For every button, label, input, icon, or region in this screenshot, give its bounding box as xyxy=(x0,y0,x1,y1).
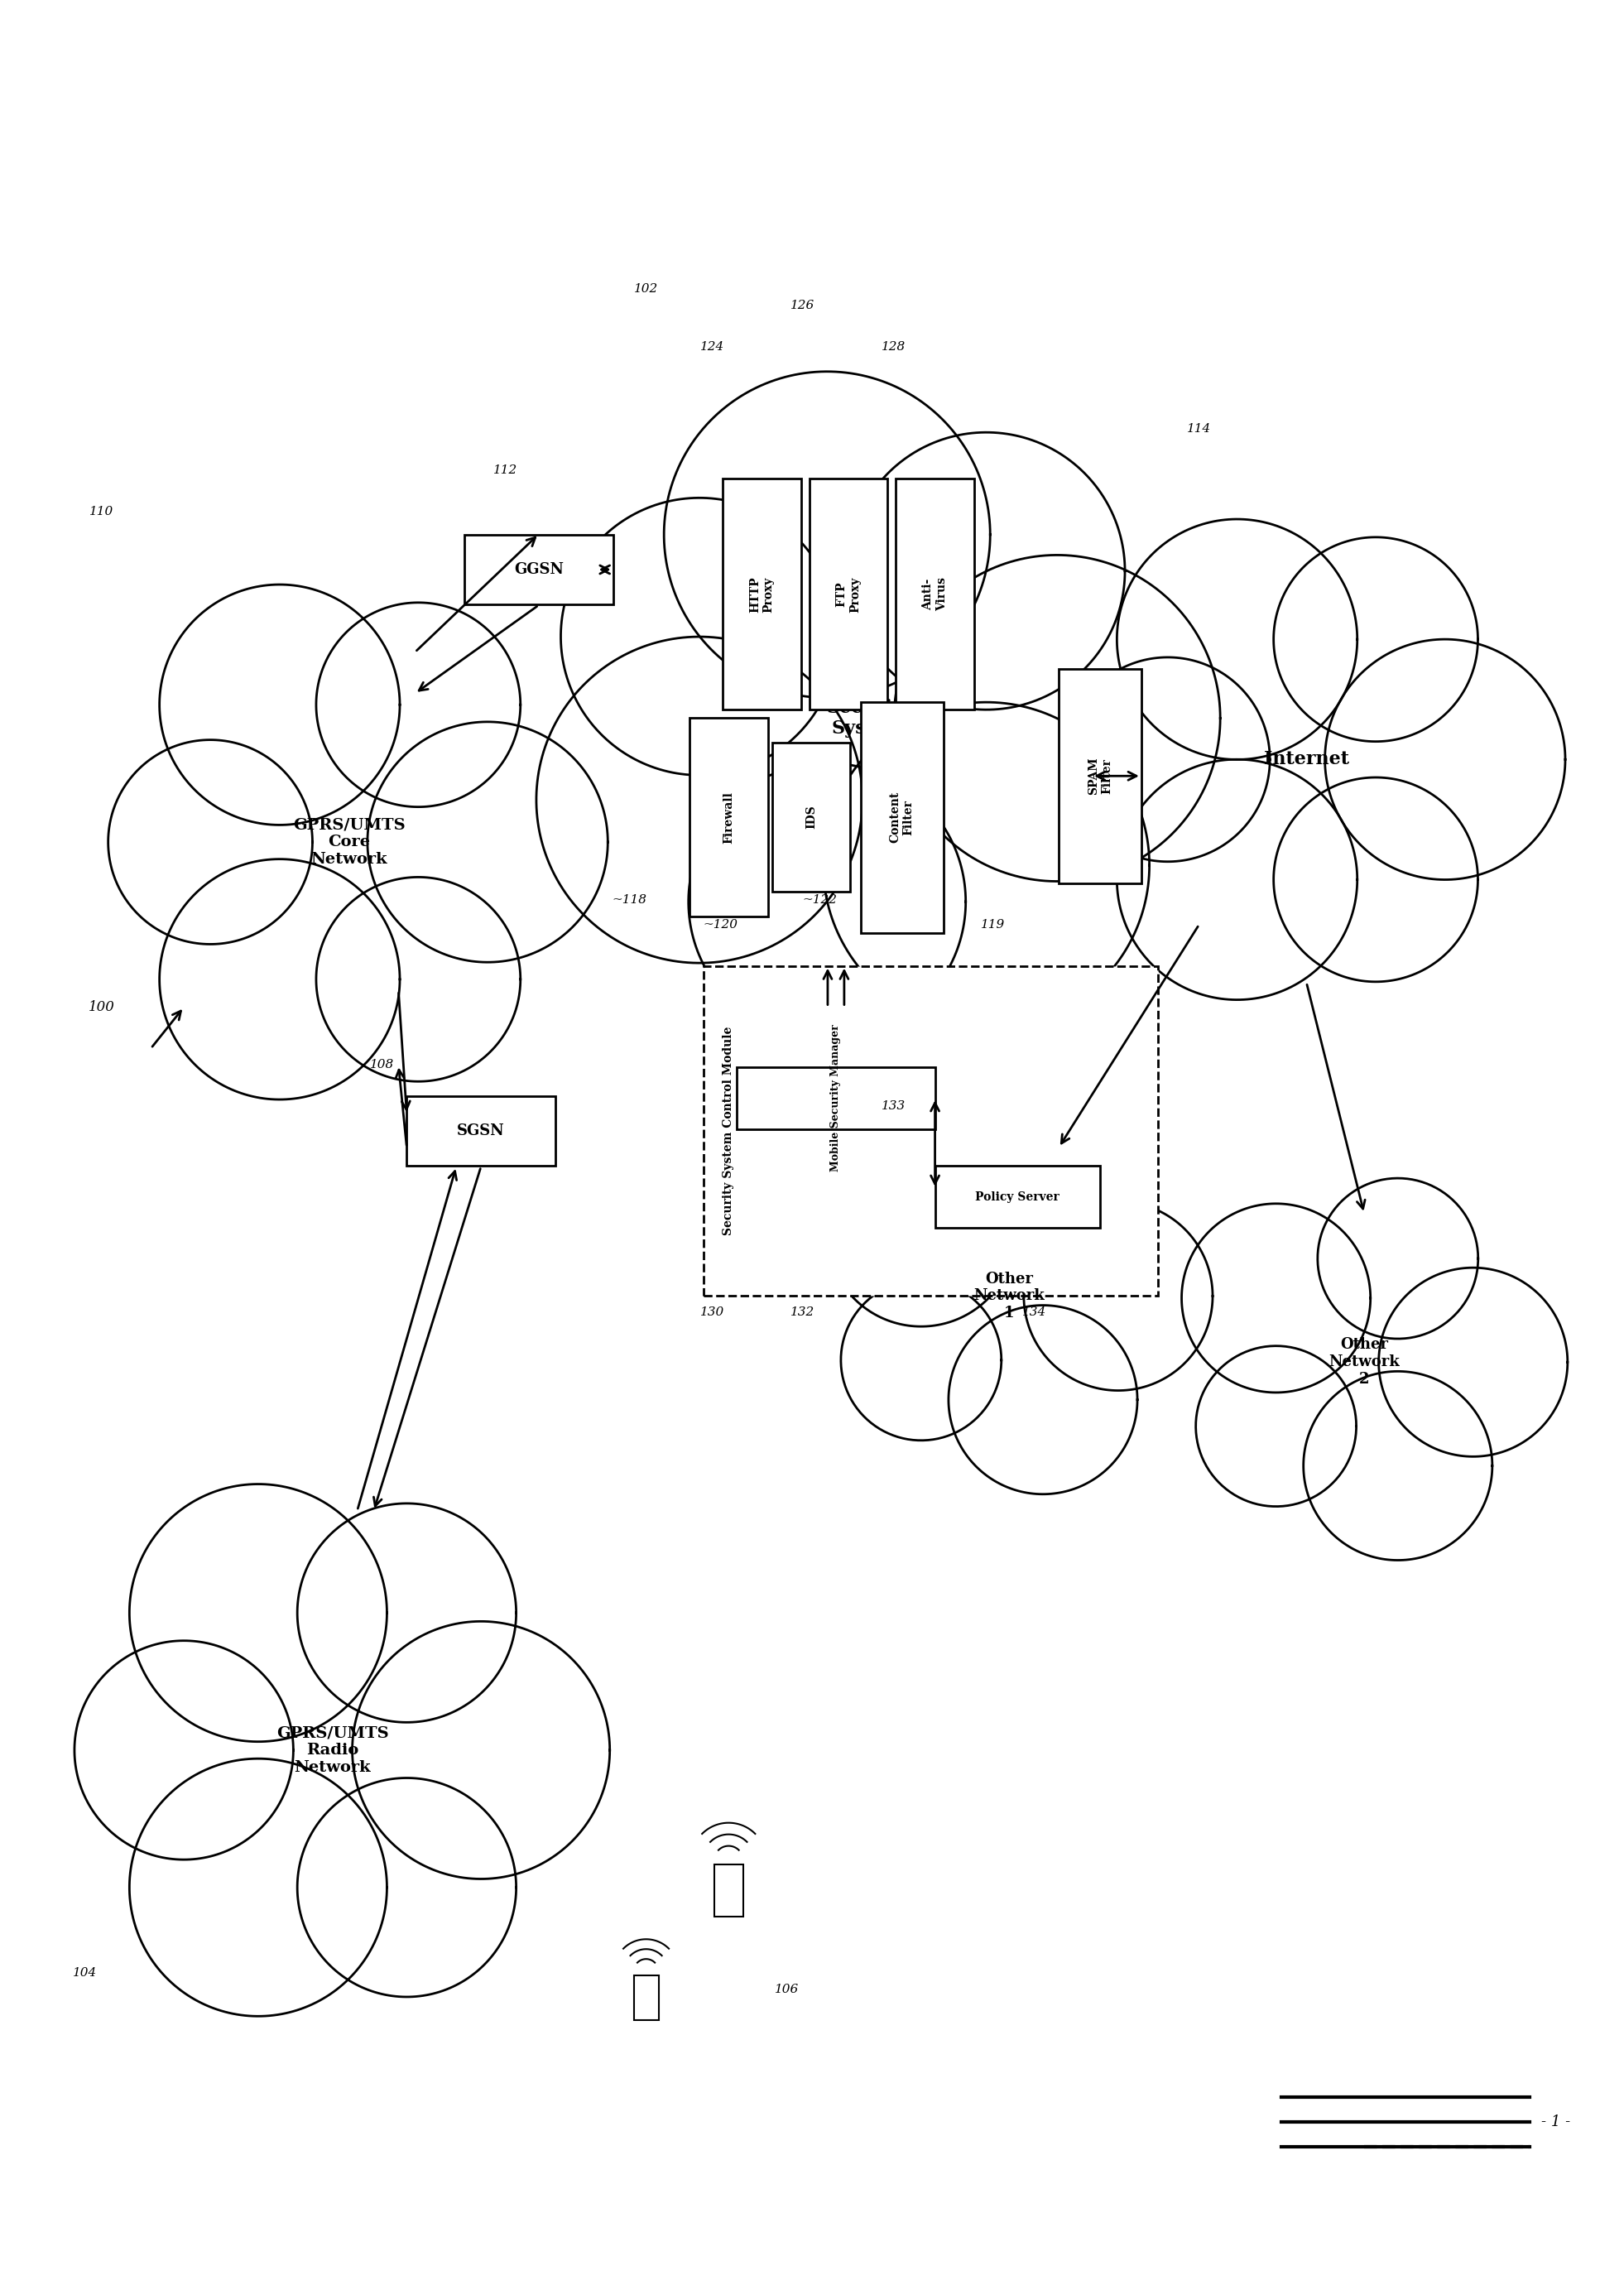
Polygon shape xyxy=(1317,1179,1478,1340)
Text: 124: 124 xyxy=(700,341,724,353)
FancyBboxPatch shape xyxy=(861,701,944,932)
Text: 110: 110 xyxy=(89,506,114,518)
Polygon shape xyxy=(130,1484,387,1743)
FancyBboxPatch shape xyxy=(809,479,888,710)
Text: - 1 -: - 1 - xyxy=(1541,2114,1570,2130)
Polygon shape xyxy=(317,877,520,1081)
Polygon shape xyxy=(1065,657,1270,861)
FancyBboxPatch shape xyxy=(771,742,851,891)
Text: 102: 102 xyxy=(633,284,658,295)
Polygon shape xyxy=(536,637,862,964)
Text: 128: 128 xyxy=(882,341,906,353)
Text: Policy Server: Policy Server xyxy=(976,1191,1059,1202)
Polygon shape xyxy=(827,1113,1213,1493)
Polygon shape xyxy=(317,602,520,806)
Text: ~122: ~122 xyxy=(802,893,836,905)
Text: Security
System: Security System xyxy=(827,698,911,737)
FancyBboxPatch shape xyxy=(737,1067,935,1129)
Polygon shape xyxy=(297,1505,516,1722)
FancyBboxPatch shape xyxy=(703,966,1158,1296)
Polygon shape xyxy=(895,554,1220,882)
Text: 108: 108 xyxy=(370,1058,395,1072)
Polygon shape xyxy=(948,1305,1137,1493)
Polygon shape xyxy=(352,1621,609,1878)
Text: 130: 130 xyxy=(700,1308,724,1319)
Polygon shape xyxy=(1182,1205,1371,1392)
FancyBboxPatch shape xyxy=(406,1097,555,1166)
Polygon shape xyxy=(536,371,1220,1040)
Polygon shape xyxy=(664,371,991,698)
Text: GGSN: GGSN xyxy=(513,561,564,577)
Polygon shape xyxy=(560,497,838,776)
FancyBboxPatch shape xyxy=(464,534,614,605)
Text: IDS: IDS xyxy=(806,806,817,829)
Text: Other
Network
2: Other Network 2 xyxy=(1328,1337,1400,1388)
Polygon shape xyxy=(367,721,607,962)
Polygon shape xyxy=(159,859,400,1099)
Polygon shape xyxy=(1065,520,1566,1001)
Polygon shape xyxy=(1182,1179,1567,1559)
Polygon shape xyxy=(1023,1202,1213,1390)
FancyBboxPatch shape xyxy=(935,1166,1099,1227)
Polygon shape xyxy=(109,584,607,1099)
FancyBboxPatch shape xyxy=(633,1976,658,2020)
FancyBboxPatch shape xyxy=(1059,669,1142,884)
Text: GPRS/UMTS
Core
Network: GPRS/UMTS Core Network xyxy=(292,818,404,866)
Text: 119: 119 xyxy=(981,918,1005,930)
Polygon shape xyxy=(827,1138,1015,1326)
Polygon shape xyxy=(1325,639,1566,879)
Text: 133: 133 xyxy=(882,1101,906,1113)
Polygon shape xyxy=(75,1640,294,1859)
Text: Firewall: Firewall xyxy=(723,792,734,843)
Polygon shape xyxy=(159,584,400,824)
Text: 112: 112 xyxy=(494,465,518,476)
Text: Mobile Security Manager: Mobile Security Manager xyxy=(830,1024,841,1172)
Text: 126: 126 xyxy=(791,300,815,311)
Polygon shape xyxy=(1195,1347,1356,1507)
Text: Security System Control Module: Security System Control Module xyxy=(723,1026,734,1234)
FancyBboxPatch shape xyxy=(715,1864,744,1917)
Text: GPRS/UMTS
Radio
Network: GPRS/UMTS Radio Network xyxy=(276,1724,388,1775)
Polygon shape xyxy=(841,1280,1002,1440)
Text: 106: 106 xyxy=(775,1983,799,1995)
Polygon shape xyxy=(109,740,312,943)
Text: Internet: Internet xyxy=(1263,751,1350,769)
Text: ~120: ~120 xyxy=(703,918,737,930)
Polygon shape xyxy=(963,1113,1124,1273)
Polygon shape xyxy=(130,1759,387,2015)
Polygon shape xyxy=(1304,1372,1492,1559)
Text: ~118: ~118 xyxy=(612,893,646,905)
Text: Other
Network
1: Other Network 1 xyxy=(974,1271,1044,1321)
Polygon shape xyxy=(1379,1269,1567,1456)
Polygon shape xyxy=(823,703,1150,1028)
Polygon shape xyxy=(75,1484,609,2015)
Text: SGSN: SGSN xyxy=(456,1124,505,1138)
Text: Content
Filter: Content Filter xyxy=(890,792,914,843)
Polygon shape xyxy=(1117,760,1358,1001)
Polygon shape xyxy=(297,1777,516,1997)
Text: 132: 132 xyxy=(791,1308,815,1319)
Text: 104: 104 xyxy=(73,1967,97,1979)
FancyBboxPatch shape xyxy=(723,479,801,710)
Text: 100: 100 xyxy=(88,1001,115,1014)
Text: 114: 114 xyxy=(1187,424,1212,435)
Polygon shape xyxy=(689,763,966,1040)
FancyBboxPatch shape xyxy=(690,719,768,916)
Text: FTP
Proxy: FTP Proxy xyxy=(836,577,861,611)
Text: Anti-
Virus: Anti- Virus xyxy=(922,577,947,611)
Text: SPAM
Filter: SPAM Filter xyxy=(1088,758,1112,795)
FancyBboxPatch shape xyxy=(896,479,974,710)
Text: HTTP
Proxy: HTTP Proxy xyxy=(749,577,775,611)
Polygon shape xyxy=(848,433,1125,710)
Polygon shape xyxy=(1273,776,1478,982)
Polygon shape xyxy=(1117,520,1358,760)
Text: 134: 134 xyxy=(1021,1308,1046,1319)
Polygon shape xyxy=(1273,538,1478,742)
